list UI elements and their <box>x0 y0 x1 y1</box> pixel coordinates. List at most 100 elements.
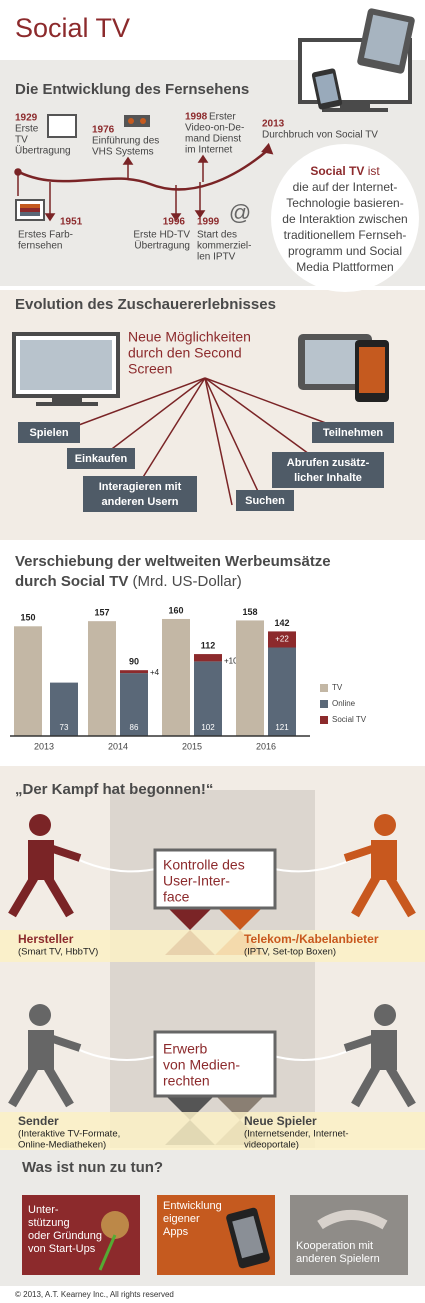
event-text: VHS Systems <box>92 147 154 158</box>
option-box <box>18 422 80 443</box>
legend-swatch <box>320 716 328 724</box>
event-text: Erstes Farb- <box>18 230 73 241</box>
definition-text: de Interaktion zwischen <box>282 212 407 226</box>
definition-lead-suffix: ist <box>368 164 381 178</box>
contender-detail: (Interaktive TV-Formate, <box>18 1129 120 1140</box>
event-year: 1998 <box>185 112 208 123</box>
option-label: Suchen <box>245 495 285 507</box>
event-text: im Internet <box>185 145 232 156</box>
option-label: Interagieren mit <box>99 481 182 493</box>
definition-text: programm und Social <box>288 244 402 258</box>
evolution-headline: durch den Second <box>128 345 242 361</box>
contender-name: Neue Spieler <box>244 1114 317 1128</box>
bar <box>120 673 148 736</box>
action-card <box>290 1195 408 1275</box>
timeline-stems <box>14 154 209 222</box>
event-text: Video-on-De- <box>185 123 244 134</box>
contender-name: Telekom-/Kabelanbieter <box>244 932 379 946</box>
prize-text: Kontrolle des <box>163 857 245 873</box>
definition-lead-name: Social TV <box>310 164 364 178</box>
event-text: Start des <box>197 230 237 241</box>
value-label: +4 <box>150 668 160 677</box>
action-text: Apps <box>163 1226 189 1238</box>
value-label: +10 <box>224 657 238 666</box>
legend-label: Social TV <box>332 715 367 724</box>
event-text: Einführung des <box>92 136 159 147</box>
battle-band <box>0 930 425 962</box>
value-label: 102 <box>201 723 215 732</box>
evolution-headline: Neue Möglichkeiten <box>128 329 251 345</box>
value-label: 121 <box>275 723 289 732</box>
event-text: Übertragung <box>134 240 190 252</box>
x-tick-label: 2016 <box>256 741 276 751</box>
definition-lead: Social TV ist <box>310 164 380 178</box>
event-text: Erste <box>15 124 39 135</box>
event-text: Erster <box>209 112 236 123</box>
action-text: eigener <box>163 1213 200 1225</box>
bar <box>14 626 42 736</box>
legend-label: Online <box>332 699 356 708</box>
option-box <box>236 490 294 511</box>
header-devices <box>298 8 415 112</box>
total-label: 90 <box>129 657 139 667</box>
contender-detail: (Smart TV, HbbTV) <box>18 947 98 958</box>
legend-swatch <box>320 700 328 708</box>
value-label: 160 <box>168 605 183 615</box>
event-year: 1976 <box>92 125 115 136</box>
prize-text: User-Inter- <box>163 873 230 889</box>
option-label: licher Inhalte <box>294 472 362 484</box>
option-label: Spielen <box>29 427 68 439</box>
action-text: von Start-Ups <box>28 1243 96 1255</box>
option-box <box>272 452 384 488</box>
timeline-icons <box>15 114 150 221</box>
bar <box>236 620 264 736</box>
event-text: len IPTV <box>197 252 236 263</box>
event-year: 1996 <box>163 217 186 228</box>
bar <box>50 682 78 736</box>
section-title: Was ist nun zu tun? <box>22 1159 163 1176</box>
action-text: stützung <box>28 1217 70 1229</box>
value-label: 157 <box>94 608 109 618</box>
event-text: TV <box>15 135 28 146</box>
battle-band <box>0 1112 425 1150</box>
event-year: 2013 <box>262 119 285 130</box>
contender-detail: videoportale) <box>244 1140 299 1151</box>
action-text: anderen Spielern <box>296 1253 380 1265</box>
bar <box>120 670 148 674</box>
bar <box>194 654 222 662</box>
bar <box>162 618 190 736</box>
option-box <box>83 476 197 512</box>
chart-unit: (Mrd. US-Dollar) <box>133 573 242 590</box>
event-year: 1999 <box>197 217 220 228</box>
contender-name: Hersteller <box>18 932 74 946</box>
chart-title-part: durch Social TV <box>15 573 128 590</box>
bar <box>268 647 296 736</box>
x-tick-label: 2013 <box>34 741 54 751</box>
contender-detail: Online-Mediatheken) <box>18 1140 106 1151</box>
prize-text: face <box>163 889 190 905</box>
page-title: Social TV <box>15 13 130 43</box>
action-text: oder Gründung <box>28 1230 102 1242</box>
prize-text: rechten <box>163 1073 210 1089</box>
value-label: 150 <box>20 613 35 623</box>
total-label: 112 <box>201 640 216 650</box>
event-text: Durchbruch von Social TV <box>262 130 378 141</box>
event-text: Übertragung <box>15 145 71 157</box>
event-year: 1951 <box>60 217 83 228</box>
option-box <box>67 448 135 469</box>
timeline-curve <box>14 149 269 191</box>
bar <box>88 621 116 736</box>
bar <box>268 631 296 648</box>
value-label: 158 <box>242 607 257 617</box>
event-text: Erste HD-TV <box>133 230 190 241</box>
contender-detail: (Internetsender, Internet- <box>244 1129 349 1140</box>
event-text: fernsehen <box>18 241 62 252</box>
footer: © 2013, A.T. Kearney Inc., All rights re… <box>15 1290 174 1299</box>
definition-text: die auf der Internet- <box>293 180 398 194</box>
contender-name: Sender <box>18 1114 59 1128</box>
value-label: +22 <box>275 635 289 644</box>
timeline-arrow <box>261 142 274 155</box>
chart-title: durch Social TV (Mrd. US-Dollar) <box>15 573 242 590</box>
